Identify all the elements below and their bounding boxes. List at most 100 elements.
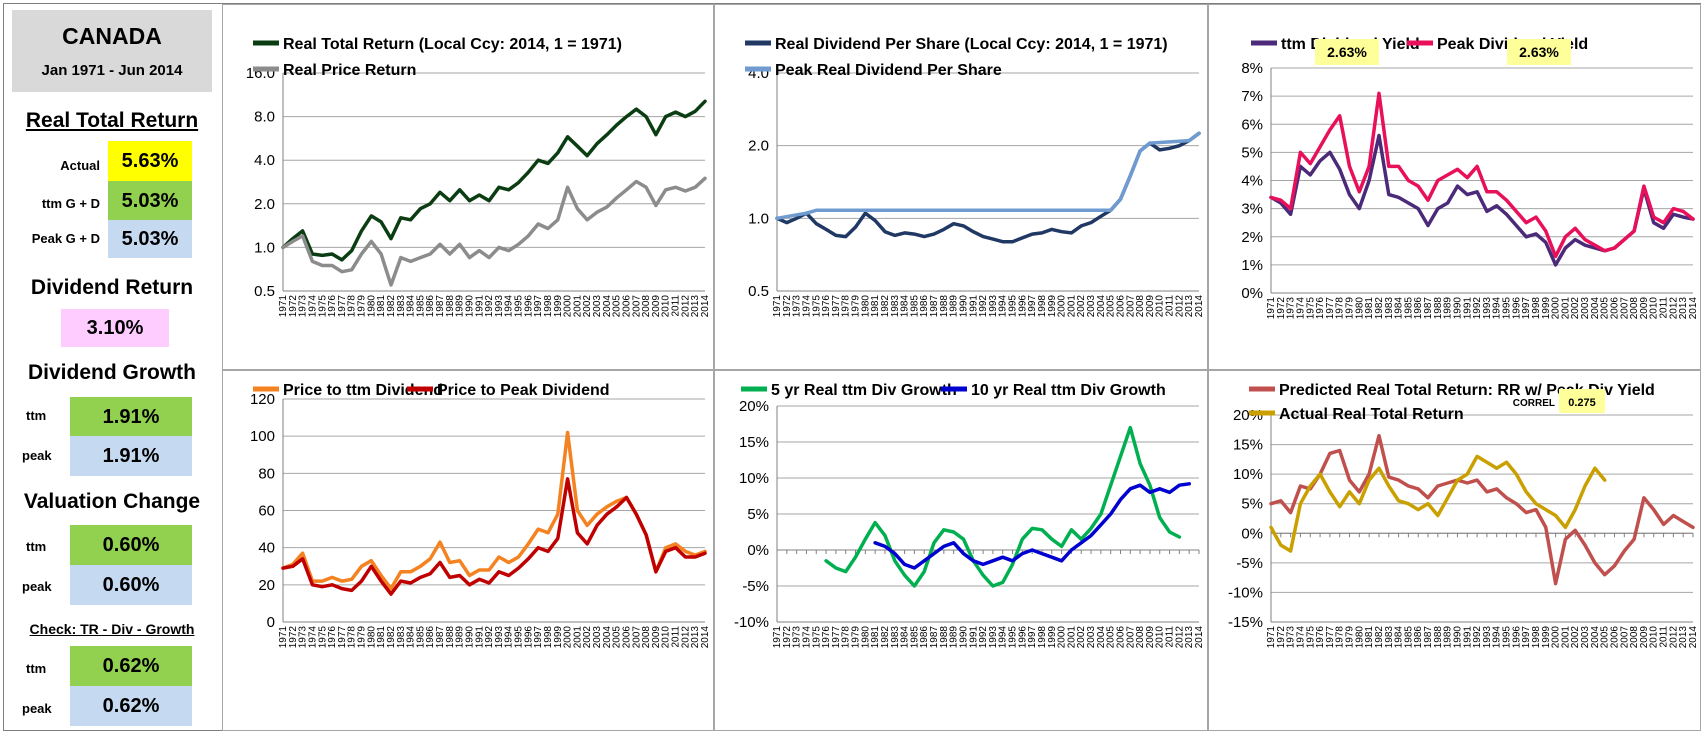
x-tick-label: 1977 [337, 626, 348, 649]
series-line [281, 176, 707, 287]
x-tick-label: 1972 [1276, 297, 1287, 320]
x-tick-label: 1988 [1433, 626, 1444, 649]
x-tick-label: 1979 [357, 626, 368, 649]
x-tick-label: 1989 [949, 295, 960, 318]
x-tick-label: 1994 [998, 295, 1009, 318]
x-tick-label: 2013 [1678, 297, 1689, 320]
x-tick-label: 2001 [572, 626, 583, 649]
x-tick-label: 1982 [1374, 626, 1385, 649]
x-tick-label: 2013 [690, 626, 701, 649]
ttm-gd-value: 5.03% [108, 181, 192, 221]
x-tick-label: 1994 [504, 295, 515, 318]
x-tick-label: 1974 [307, 295, 318, 318]
legend-label: Real Total Return (Local Ccy: 2014, 1 = … [283, 36, 622, 53]
x-tick-label: 1977 [337, 295, 348, 318]
x-tick-label: 1994 [504, 626, 515, 649]
x-tick-label: 1983 [890, 295, 901, 318]
x-tick-label: 1985 [909, 626, 920, 649]
x-tick-label: 1989 [1443, 626, 1454, 649]
x-tick-label: 1989 [455, 626, 466, 649]
x-tick-label: 1973 [298, 626, 309, 649]
x-tick-label: 1990 [464, 626, 475, 649]
country-title-box: CANADA Jan 1971 - Jun 2014 [12, 10, 212, 92]
x-tick-label: 2002 [582, 295, 593, 318]
y-tick-label: -10% [734, 614, 769, 631]
x-tick-label: 1976 [821, 295, 832, 318]
x-tick-label: 1992 [978, 626, 989, 649]
x-tick-label: 1993 [988, 295, 999, 318]
x-tick-label: 1973 [792, 626, 803, 649]
x-tick-label: 1983 [396, 626, 407, 649]
x-tick-label: 2012 [1174, 295, 1185, 318]
x-tick-label: 2010 [1649, 626, 1660, 649]
series-line [1269, 91, 1695, 259]
x-tick-label: 2007 [1619, 297, 1630, 320]
x-tick-label: 1979 [357, 295, 368, 318]
y-tick-label: 80 [258, 465, 275, 482]
x-tick-label: 2004 [1590, 626, 1601, 649]
x-tick-label: 1987 [435, 295, 446, 318]
x-tick-label: 1999 [1541, 297, 1552, 320]
x-tick-label: 1998 [543, 295, 554, 318]
x-tick-label: 2005 [612, 626, 623, 649]
x-tick-label: 1996 [1511, 297, 1522, 320]
x-tick-label: 1971 [772, 295, 783, 318]
x-tick-label: 1973 [1286, 626, 1297, 649]
x-tick-label: 1979 [1345, 626, 1356, 649]
y-tick-label: 0% [1241, 285, 1263, 302]
x-tick-label: 1989 [455, 295, 466, 318]
check-heading: Check: TR - Div - Growth [29, 621, 195, 637]
y-tick-label: 20 [258, 577, 275, 594]
y-tick-label: 7% [1241, 88, 1263, 105]
x-tick-label: 1973 [1286, 297, 1297, 320]
y-tick-label: -5% [1236, 555, 1263, 572]
x-tick-label: 2013 [690, 295, 701, 318]
x-tick-label: 1988 [939, 295, 950, 318]
x-tick-label: 1990 [1452, 297, 1463, 320]
x-tick-label: 2001 [1066, 626, 1077, 649]
legend-label: Price to Peak Dividend [437, 382, 610, 399]
x-tick-label: 2007 [631, 626, 642, 649]
x-tick-label: 2001 [1066, 295, 1077, 318]
x-tick-label: 1978 [841, 295, 852, 318]
y-tick-label: 4.0 [254, 152, 275, 169]
peak-gd-label: Peak G + D [31, 231, 100, 246]
x-tick-label: 1975 [811, 295, 822, 318]
check-ttm-label: ttm [26, 661, 47, 676]
series-line [873, 482, 1191, 570]
y-tick-label: 2% [1241, 229, 1263, 246]
x-tick-label: 1980 [366, 295, 377, 318]
x-tick-label: 1988 [939, 626, 950, 649]
x-tick-label: 2008 [1629, 297, 1640, 320]
x-tick-label: 1985 [415, 626, 426, 649]
x-tick-label: 1997 [1521, 626, 1532, 649]
series-line [281, 477, 707, 596]
x-tick-label: 2000 [1551, 297, 1562, 320]
x-tick-label: 1991 [1462, 626, 1473, 649]
real-total-return-heading: Real Total Return [25, 109, 199, 132]
x-tick-label: 1975 [1305, 297, 1316, 320]
correl-label: CORREL [1513, 398, 1555, 409]
summary-sidebar: CANADA Jan 1971 - Jun 2014 Real Total Re… [4, 4, 220, 730]
x-tick-label: 2011 [1165, 295, 1176, 317]
x-tick-label: 1988 [1433, 297, 1444, 320]
x-tick-label: 2007 [1619, 626, 1630, 649]
x-tick-label: 1991 [1462, 297, 1473, 320]
x-tick-label: 1987 [929, 626, 940, 649]
x-tick-label: 1974 [801, 626, 812, 649]
legend-label: 10 yr Real ttm Div Growth [971, 382, 1166, 399]
x-tick-label: 1986 [919, 626, 930, 649]
x-tick-label: 2009 [1639, 297, 1650, 320]
x-tick-label: 1974 [1295, 297, 1306, 320]
x-tick-label: 1990 [958, 626, 969, 649]
x-tick-label: 2004 [1096, 626, 1107, 649]
valuation-change-heading: Valuation Change [23, 490, 201, 513]
y-tick-label: 0% [1241, 525, 1263, 542]
y-tick-label: 20% [739, 398, 769, 415]
x-tick-label: 1975 [317, 295, 328, 318]
x-tick-label: 1979 [851, 295, 862, 318]
x-tick-label: 1998 [1531, 297, 1542, 320]
x-tick-label: 2004 [602, 295, 613, 318]
y-tick-label: 10% [739, 470, 769, 487]
y-tick-label: 1.0 [254, 239, 275, 256]
